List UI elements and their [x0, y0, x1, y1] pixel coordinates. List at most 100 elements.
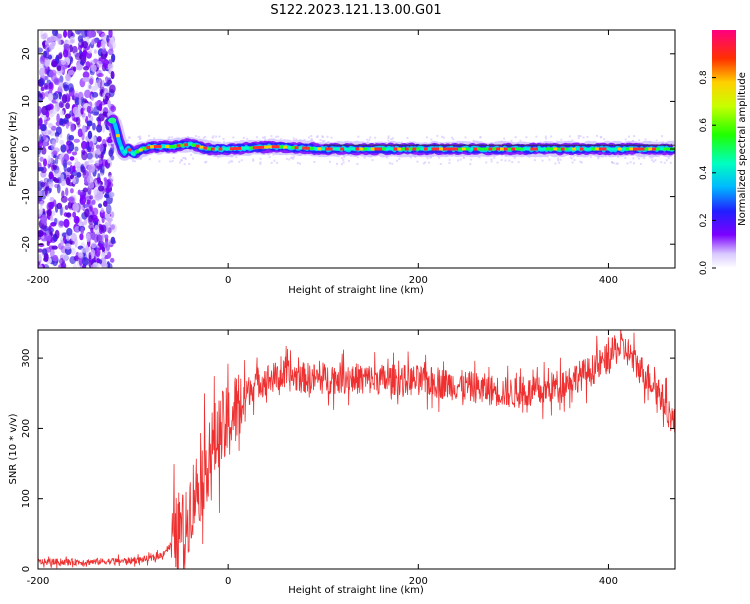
spectrogram-speckle: [416, 160, 419, 163]
spectrogram-speckle: [517, 161, 520, 164]
spectrogram-noise-cell: [40, 33, 47, 40]
spectrogram-speckle: [184, 158, 187, 161]
spectrogram-speckle: [665, 159, 668, 162]
spectrogram-speckle: [605, 155, 608, 158]
spectrogram-noise-cell: [96, 30, 102, 34]
snr-ytick-label: 0: [21, 566, 32, 572]
spectrogram-trace-core: [191, 143, 196, 147]
spectrogram-noise-cell: [45, 110, 50, 118]
spectrogram-trace-core: [134, 150, 139, 154]
spectrogram-ytick-label: 0: [21, 146, 32, 152]
spectrogram-noise-cell: [80, 227, 84, 235]
spectrogram-ylabel: Frequency (Hz): [8, 111, 19, 187]
spectrogram-speckle: [202, 136, 205, 139]
spectrogram-trace-core: [207, 147, 212, 151]
spectrogram-noise-cell: [69, 188, 74, 194]
spectrogram-noise-cell: [69, 36, 76, 44]
spectrogram-noise-cell: [99, 86, 105, 94]
spectrogram-noise-cell: [43, 50, 47, 58]
spectrogram-noise-cell: [87, 163, 95, 173]
spectrogram-trace-core: [446, 147, 451, 151]
snr-axes: -200 0 200 400 0 100 200 300: [21, 330, 675, 587]
spectrogram-noise-cell: [109, 84, 116, 94]
spectrogram-trace-core: [275, 145, 280, 149]
spectrogram-trace-core: [644, 147, 649, 151]
spectrogram-noise-cell: [80, 107, 84, 115]
spectrogram-noise-cell: [60, 144, 67, 153]
spectrogram-noise-cell: [87, 112, 92, 118]
spectrogram-speckle: [356, 156, 359, 159]
spectrogram-noise-cell: [51, 201, 55, 208]
spectrogram-speckle: [426, 157, 429, 160]
spectrogram-noise-cell: [48, 173, 55, 179]
spectrogram-speckle: [514, 136, 517, 139]
spectrogram-speckle: [579, 135, 582, 138]
spectrogram-noise-cell: [86, 175, 94, 184]
spectrogram-noise-cell: [72, 211, 77, 218]
spectrogram-noise-cell: [90, 263, 97, 268]
spectrogram-noise-cell: [72, 263, 77, 268]
spectrogram-speckle: [556, 140, 559, 143]
spectrogram-noise-cell: [40, 214, 48, 224]
spectrogram-speckle: [126, 139, 129, 142]
spectrogram-speckle: [137, 135, 140, 138]
spectrogram-noise-cell: [109, 257, 115, 263]
spectrogram-noise-cell: [100, 32, 108, 41]
spectrogram-trace-core: [526, 147, 531, 151]
spectrogram-noise-cell: [55, 136, 59, 144]
spectrogram-trace-core: [503, 147, 508, 151]
spectrogram-noise-cell: [108, 30, 113, 39]
spectrogram-noise-cell: [101, 252, 106, 259]
spectrogram-speckle: [218, 135, 221, 138]
spectrogram-noise-cell: [82, 187, 88, 193]
spectrogram-noise-cell: [63, 43, 70, 50]
spectrogram-trace-core: [416, 147, 421, 151]
spectrogram-speckle: [560, 138, 563, 141]
spectrogram-trace-core: [290, 145, 295, 149]
spectrogram-speckle: [172, 157, 175, 160]
spectrogram-noise-cell: [64, 205, 69, 210]
spectrogram-noise-cell: [49, 248, 55, 258]
spectrogram-noise-cell: [60, 60, 66, 65]
spectrogram-noise-cell: [81, 30, 88, 38]
spectrogram-speckle: [459, 158, 462, 161]
spectrogram-speckle: [577, 134, 580, 137]
spectrogram-noise-cell: [81, 151, 88, 161]
spectrogram-speckle: [424, 161, 427, 164]
spectrogram-noise-cell: [85, 233, 91, 243]
spectrogram-speckle: [612, 162, 615, 165]
spectrogram-noise-cell: [49, 35, 56, 42]
spectrogram-noise-cell: [63, 84, 69, 92]
spectrogram-speckle: [277, 135, 280, 138]
colorbar: 0.0 0.2 0.4 0.6 0.8 Normalized spectral ampl…: [699, 30, 748, 275]
spectrogram-speckle: [264, 138, 267, 141]
spectrogram-noise-cell: [67, 83, 74, 93]
spectrogram-noise-cell: [87, 30, 95, 38]
spectrogram-speckle: [548, 158, 551, 161]
spectrogram-speckle: [525, 136, 528, 139]
spectrogram-speckle: [387, 137, 390, 140]
spectrogram-speckle: [275, 135, 278, 138]
spectrogram-noise-cell: [74, 52, 82, 61]
spectrogram-trace-core: [131, 152, 136, 156]
spectrogram-speckle: [436, 134, 439, 137]
spectrogram-noise-cell: [38, 117, 43, 126]
colorbar-tick-label: 0.4: [699, 165, 709, 180]
spectrogram-trace-core: [150, 145, 155, 149]
spectrogram-noise-cell: [74, 96, 80, 106]
spectrogram-speckle: [448, 162, 451, 165]
spectrogram-noise-cell: [55, 155, 59, 165]
spectrogram-noise-cell: [110, 224, 116, 230]
colorbar-tick-label: 0.0: [699, 261, 709, 276]
spectrogram-speckle: [223, 140, 226, 143]
spectrogram-speckle: [285, 157, 288, 160]
spectrogram-noise-cell: [84, 208, 90, 218]
spectrogram-trace-core: [484, 147, 489, 151]
spectrogram-noise-cell: [47, 181, 54, 187]
spectrogram-speckle: [308, 136, 311, 139]
spectrogram-speckle: [550, 135, 553, 138]
spectrogram-noise-cell: [71, 151, 78, 156]
spectrogram-noise-cell: [98, 185, 105, 192]
spectrogram-trace-core: [286, 145, 291, 149]
spectrogram-speckle: [401, 141, 404, 144]
